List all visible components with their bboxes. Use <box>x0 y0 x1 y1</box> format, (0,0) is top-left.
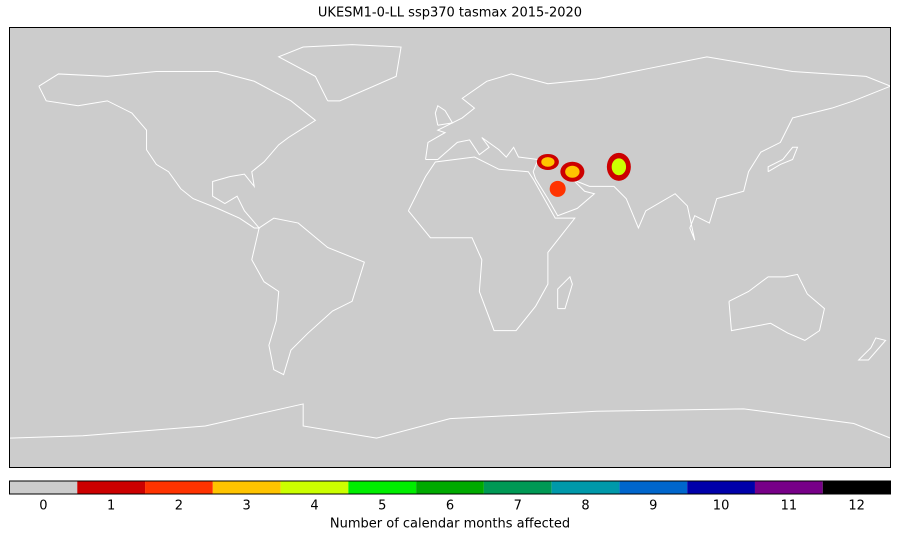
coastline <box>38 71 317 229</box>
coastline <box>407 156 576 332</box>
colorbar-tick-label: 6 <box>446 499 454 514</box>
colorbar-tick-label: 10 <box>713 499 730 514</box>
colorbar-tick-label: 8 <box>581 499 589 514</box>
colorbar-segment <box>416 481 484 494</box>
colorbar-segment <box>280 481 349 494</box>
coastline <box>251 217 365 376</box>
colorbar-tick-label: 11 <box>781 499 798 514</box>
hotspots <box>536 152 631 197</box>
hotspot-core <box>541 157 555 167</box>
coastline <box>557 275 573 310</box>
coastline <box>425 56 892 241</box>
colorbar-segment <box>619 481 688 494</box>
colorbar-segment <box>9 481 78 494</box>
colorbar-tick-label: 2 <box>175 499 183 514</box>
colorbar-tick-label: 4 <box>310 499 318 514</box>
map-frame <box>9 27 891 468</box>
colorbar-tick-label: 9 <box>649 499 657 514</box>
colorbar-tick-label: 3 <box>243 499 251 514</box>
colorbar: 0 1 2 3 4 5 6 7 8 9 10 11 12 <box>9 480 891 514</box>
colorbar-segment <box>348 481 417 494</box>
coastline <box>277 44 402 102</box>
hotspot-core <box>552 184 563 194</box>
colorbar-tick-label: 7 <box>514 499 522 514</box>
coastline <box>767 146 799 173</box>
colorbar-segment <box>77 481 146 494</box>
colorbar-segment <box>483 481 552 494</box>
colorbar-frame <box>9 480 891 495</box>
colorbar-tick-label: 12 <box>848 499 865 514</box>
coastline <box>857 337 887 361</box>
colorbar-segment <box>754 481 823 494</box>
hotspot-core <box>611 158 627 176</box>
coastline <box>728 273 825 341</box>
coastline <box>434 104 454 126</box>
colorbar-tick-label: 0 <box>39 499 47 514</box>
colorbar-tick-label: 5 <box>378 499 386 514</box>
colorbar-segment <box>551 481 620 494</box>
colorbar-segment <box>145 481 213 494</box>
coastline <box>9 403 891 439</box>
colorbar-tick-label: 1 <box>107 499 115 514</box>
map-background <box>9 27 891 468</box>
colorbar-segment <box>822 481 891 494</box>
coastlines <box>9 44 892 439</box>
colorbar-label: Number of calendar months affected <box>330 517 570 532</box>
colorbar-segment <box>212 481 281 494</box>
hotspot-core <box>565 165 580 178</box>
map-title: UKESM1-0-LL ssp370 tasmax 2015-2020 <box>318 6 582 21</box>
colorbar-segment <box>687 481 755 494</box>
